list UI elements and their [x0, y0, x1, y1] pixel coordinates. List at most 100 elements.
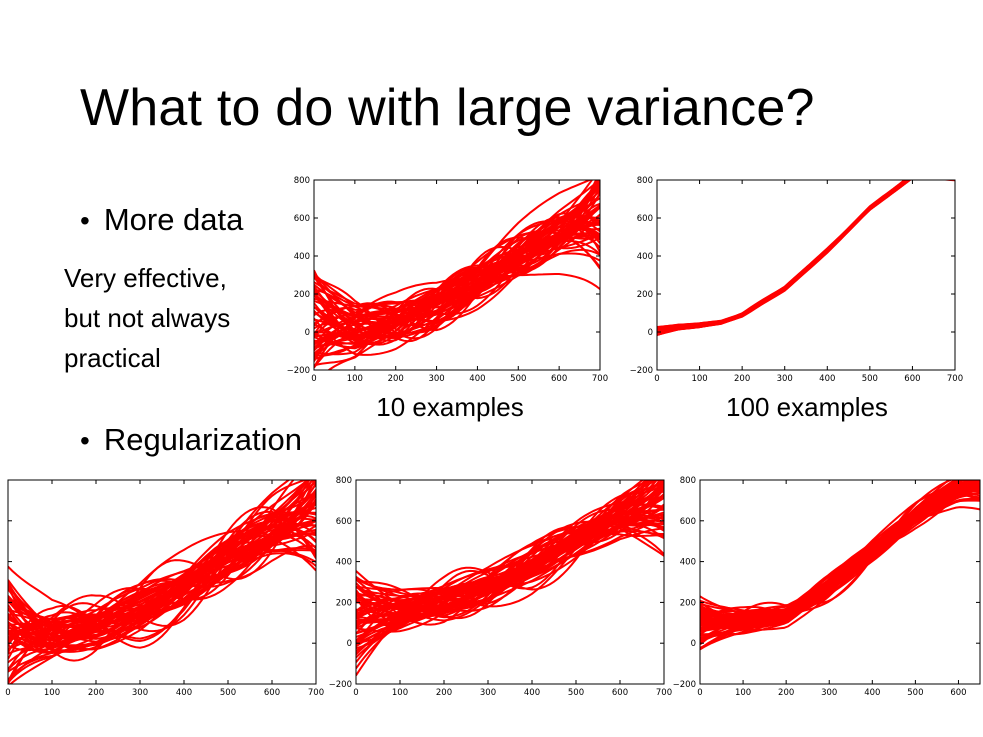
series-curve [657, 180, 910, 333]
series-curve [657, 180, 910, 330]
plot-frame [656, 179, 956, 371]
series-curve [657, 180, 910, 335]
x-tick-label: 500 [510, 374, 526, 384]
series-curve [657, 180, 955, 334]
curves-group [657, 180, 955, 336]
y-tick-label: 800 [294, 176, 310, 186]
y-tick-label: 400 [294, 252, 310, 262]
x-tick-label: 500 [568, 688, 584, 698]
bullet-more-data-label: More data [103, 202, 244, 237]
series-curve [657, 180, 910, 335]
series-curve [314, 230, 600, 344]
series-curve [657, 180, 911, 335]
series-curve [8, 488, 316, 626]
series-curve [657, 180, 910, 330]
series-curve [8, 511, 316, 654]
y-tick-label: 400 [680, 558, 696, 568]
series-curve [657, 180, 908, 333]
series-curve [657, 180, 908, 330]
x-tick-label: 200 [88, 688, 104, 698]
x-tick-label: 100 [691, 374, 707, 384]
bullet-symbol: • [80, 205, 90, 236]
series-curve [657, 180, 908, 331]
y-tick-label: −200 [630, 366, 653, 376]
series-curve [657, 180, 909, 331]
slide-title: What to do with large variance? [80, 79, 815, 137]
series-curve [657, 180, 910, 331]
y-tick-label: −200 [329, 680, 352, 690]
series-curve [314, 216, 600, 356]
y-tick-label: 0 [347, 639, 352, 649]
series-curve [356, 516, 664, 645]
series-curve [657, 180, 908, 333]
x-tick-label: 300 [480, 688, 496, 698]
series-curve [314, 180, 592, 356]
series-curve [314, 273, 600, 362]
series-curve [657, 180, 908, 333]
note-line: but not always [64, 303, 231, 333]
x-tick-label: 200 [388, 374, 404, 384]
series-curve [657, 180, 912, 335]
series-curve [657, 180, 912, 336]
x-tick-label: 0 [697, 688, 702, 698]
caption-10-examples: 10 examples [376, 392, 524, 422]
series-curve [657, 180, 908, 335]
curves-group [8, 480, 316, 684]
series-curve [700, 480, 975, 617]
series-curve [657, 180, 910, 336]
y-tick-label: 400 [637, 252, 653, 262]
series-curve [8, 480, 313, 662]
y-tick-label: −200 [673, 680, 696, 690]
x-tick-label: 0 [5, 688, 10, 698]
series-curve [700, 486, 980, 633]
series-curve [657, 180, 910, 331]
y-tick-label: 200 [294, 290, 310, 300]
series-curve [657, 180, 908, 329]
series-curve [657, 180, 909, 331]
series-curve [657, 180, 908, 333]
series-curve [657, 180, 910, 331]
x-tick-label: 400 [524, 688, 540, 698]
bullet-more-data: • More data [80, 204, 243, 235]
series-curve [356, 493, 664, 620]
y-tick-label: 200 [336, 598, 352, 608]
series-curve [657, 180, 955, 335]
x-tick-label: 700 [656, 688, 672, 698]
y-tick-label: 400 [336, 558, 352, 568]
series-curve [657, 180, 908, 329]
curves-group [356, 480, 664, 677]
series-curve [657, 180, 911, 331]
series-curve [657, 180, 910, 331]
plot-frame [7, 479, 317, 685]
x-tick-label: 300 [821, 688, 837, 698]
y-tick-label: −200 [287, 366, 310, 376]
x-tick-label: 600 [612, 688, 628, 698]
x-tick-label: 400 [819, 374, 835, 384]
series-curve [657, 180, 910, 332]
y-tick-label: 0 [691, 639, 696, 649]
x-tick-label: 300 [132, 688, 148, 698]
x-tick-label: 600 [551, 374, 567, 384]
x-tick-label: 700 [592, 374, 608, 384]
series-curve [700, 506, 980, 651]
series-curve [8, 480, 308, 627]
bullet-regularization-label: Regularization [103, 422, 302, 457]
series-curve [657, 180, 955, 336]
x-tick-label: 500 [220, 688, 236, 698]
x-tick-label: 700 [308, 688, 324, 698]
series-curve [8, 506, 316, 654]
note-line: practical [64, 343, 161, 373]
series-curve [356, 488, 664, 613]
curves-group [314, 180, 600, 370]
x-tick-label: 100 [44, 688, 60, 698]
x-tick-label: 400 [469, 374, 485, 384]
x-tick-label: 500 [862, 374, 878, 384]
x-tick-label: 600 [904, 374, 920, 384]
series-curve [657, 180, 910, 334]
series-curve [314, 248, 600, 346]
y-tick-label: 600 [336, 517, 352, 527]
series-curve [657, 180, 907, 330]
x-tick-label: 300 [428, 374, 444, 384]
